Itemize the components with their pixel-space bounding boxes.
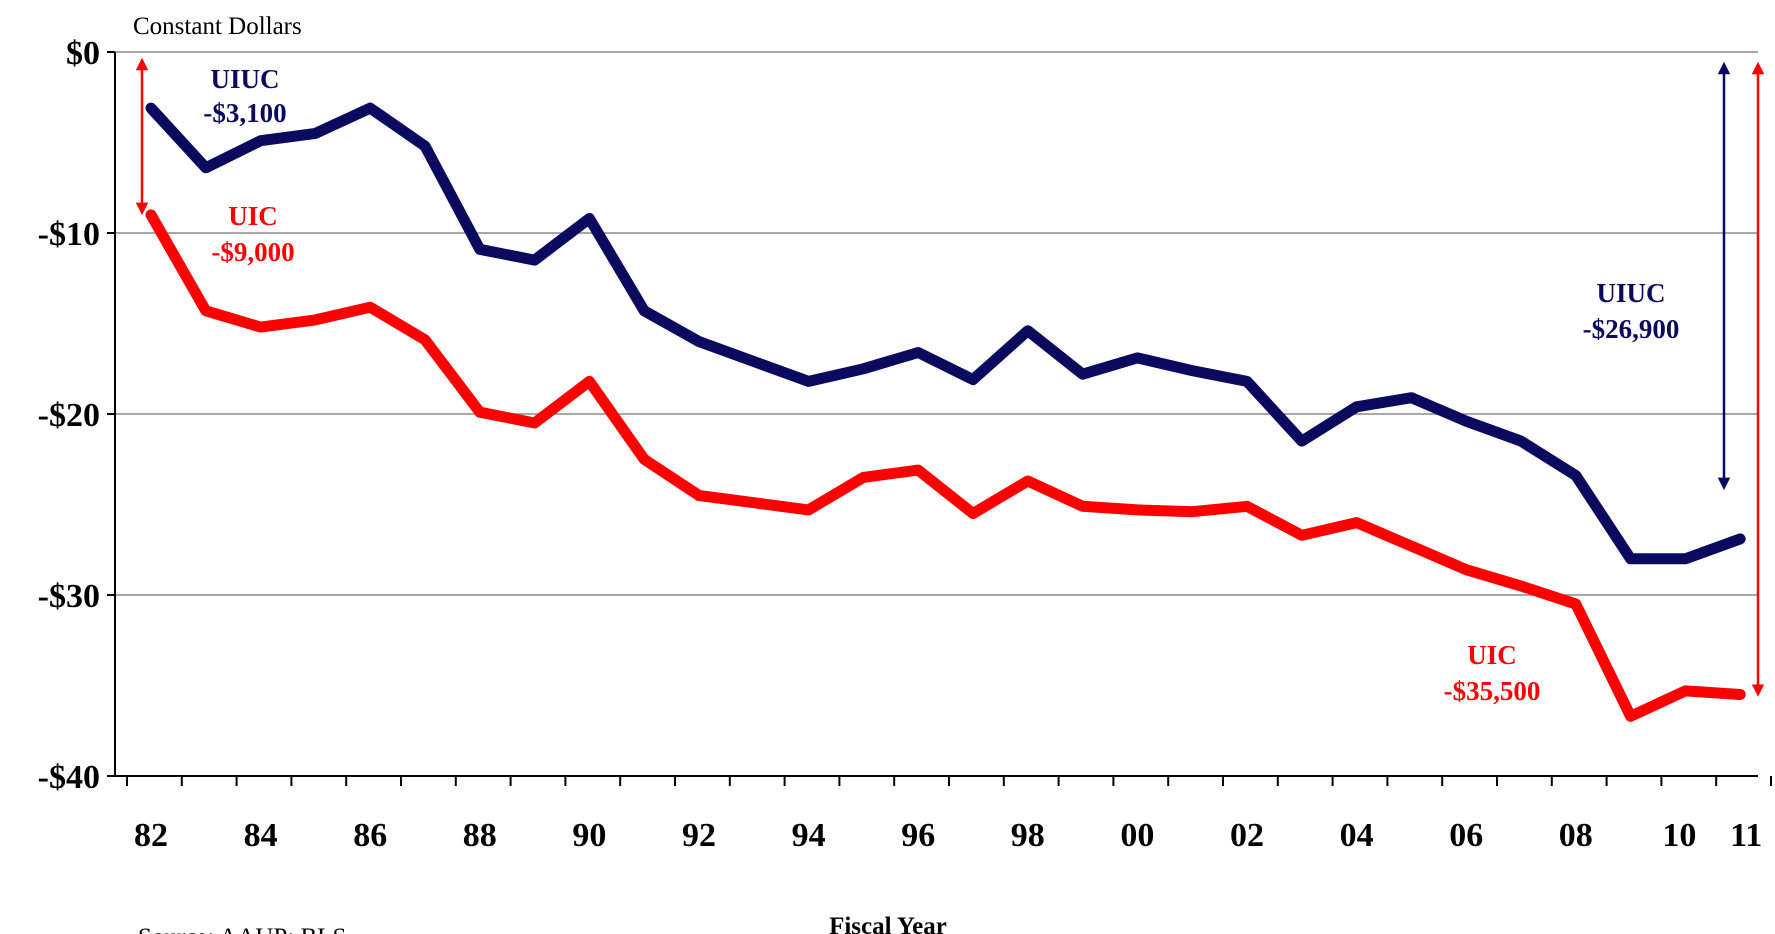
y-tick-label: -$40 xyxy=(38,759,100,796)
annotation-value: -$35,500 xyxy=(1444,676,1541,706)
y-tick-label: $0 xyxy=(66,35,100,72)
x-tick-label: 82 xyxy=(134,817,168,854)
x-tick-labels: 82 84 86 88 90 92 94 96 98 00 02 04 06 08 10 11 xyxy=(134,817,1762,854)
series-line-uic xyxy=(145,209,1746,722)
y-axis-unit-label: Constant Dollars xyxy=(133,13,302,40)
x-tick-label: 88 xyxy=(463,817,497,854)
x-tick-label: 04 xyxy=(1340,817,1374,854)
source-note: Source: AAUP; BLS xyxy=(138,924,346,934)
x-tick-label: 98 xyxy=(1011,817,1045,854)
x-tick-label: 84 xyxy=(244,817,278,854)
annotations: UIUC -$3,100 UIC -$9,000 UIUC -$26,900 UIC -$35… xyxy=(203,64,1679,706)
annotation-name: UIUC xyxy=(210,64,279,94)
x-tick-label: 06 xyxy=(1449,817,1483,854)
difference-arrows xyxy=(135,57,1765,697)
x-tick-label: 94 xyxy=(792,817,826,854)
x-tick-label: 92 xyxy=(682,817,716,854)
annotation-value: -$9,000 xyxy=(211,237,294,267)
x-tick-label: 00 xyxy=(1120,817,1154,854)
grid-lines xyxy=(115,51,1758,596)
annotation-name: UIC xyxy=(1467,640,1517,670)
x-tick-label: 10 xyxy=(1662,817,1696,854)
y-tick-label: -$10 xyxy=(38,216,100,253)
series-lines xyxy=(145,102,1746,722)
x-tick-label: 08 xyxy=(1559,817,1593,854)
annotation-name: UIUC xyxy=(1596,278,1665,308)
annotation-value: -$26,900 xyxy=(1583,314,1680,344)
y-tick-label: -$20 xyxy=(38,397,100,434)
series-line-uiuc xyxy=(145,102,1746,565)
y-tick-labels: $0 -$10 -$20 -$30 -$40 xyxy=(38,35,100,796)
x-tick-label: 02 xyxy=(1230,817,1264,854)
x-tick-label: 11 xyxy=(1730,817,1762,854)
y-tick-label: -$30 xyxy=(38,578,100,615)
x-tick-label: 96 xyxy=(901,817,935,854)
annotation-name: UIC xyxy=(228,201,278,231)
axes xyxy=(107,51,1772,786)
x-axis-label: Fiscal Year xyxy=(829,913,947,934)
x-tick-label: 86 xyxy=(353,817,387,854)
annotation-value: -$3,100 xyxy=(203,98,286,128)
x-tick-label: 90 xyxy=(572,817,606,854)
